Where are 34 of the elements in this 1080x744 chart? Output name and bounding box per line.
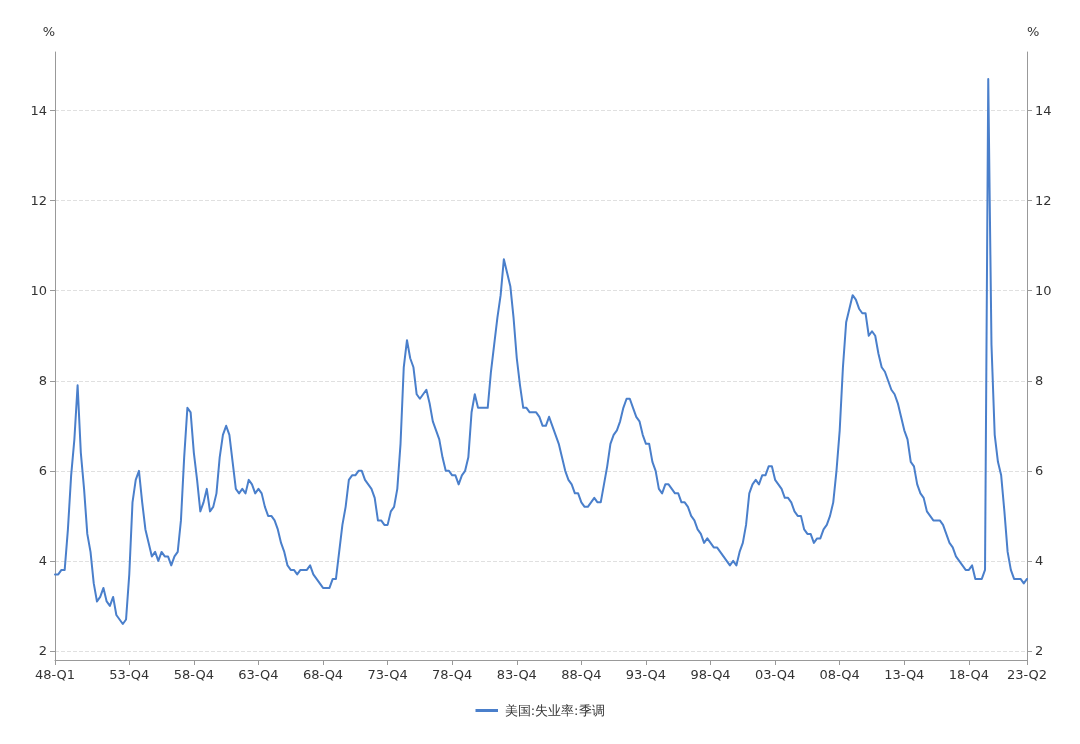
y2-tick-label: 12 (1035, 193, 1052, 209)
y-tick-label: 8 (38, 373, 47, 389)
x-tick-label: 88-Q4 (561, 667, 602, 682)
line-series (54, 78, 1028, 625)
x-tick-label: 23-Q2 (1006, 667, 1048, 682)
x-tick-label: 83-Q4 (496, 667, 537, 682)
y2-tick-label: 6 (1035, 463, 1044, 479)
y2-tick-label: 4 (1035, 553, 1044, 569)
y2-tick-label: 8 (1035, 373, 1044, 389)
y-tick-label: 6 (38, 463, 47, 479)
y2-axis-title: % (1027, 24, 1040, 39)
x-tick-label: 13-Q4 (884, 667, 925, 682)
y-tick-label: 12 (30, 193, 47, 209)
x-tick-label: 03-Q4 (755, 667, 796, 682)
x-tick-label: 08-Q4 (819, 667, 860, 682)
x-tick-label: 93-Q4 (625, 667, 667, 682)
y-tick-label: 14 (30, 103, 47, 119)
y2-tick-label: 2 (1035, 643, 1044, 659)
y-tick-label: 4 (38, 553, 47, 569)
legend-label: 美国:失业率:季调 (504, 703, 605, 718)
x-tick-label: 58-Q4 (173, 667, 214, 682)
x-tick-label: 63-Q4 (238, 667, 279, 682)
x-tick-label: 68-Q4 (302, 667, 344, 682)
y-axis-title: % (42, 24, 55, 39)
x-tick-label: 53-Q4 (109, 667, 150, 682)
y-tick-label: 2 (38, 643, 47, 659)
x-tick-label: 18-Q4 (948, 667, 989, 682)
x-tick-label: 98-Q4 (690, 667, 731, 682)
x-tick-label: 48-Q1 (34, 667, 76, 682)
x-tick-label: 78-Q4 (432, 667, 473, 682)
x-tick-label: 73-Q4 (367, 667, 408, 682)
y-tick-label: 10 (30, 283, 47, 299)
y2-tick-label: 14 (1035, 103, 1052, 119)
y2-tick-label: 10 (1035, 283, 1052, 299)
